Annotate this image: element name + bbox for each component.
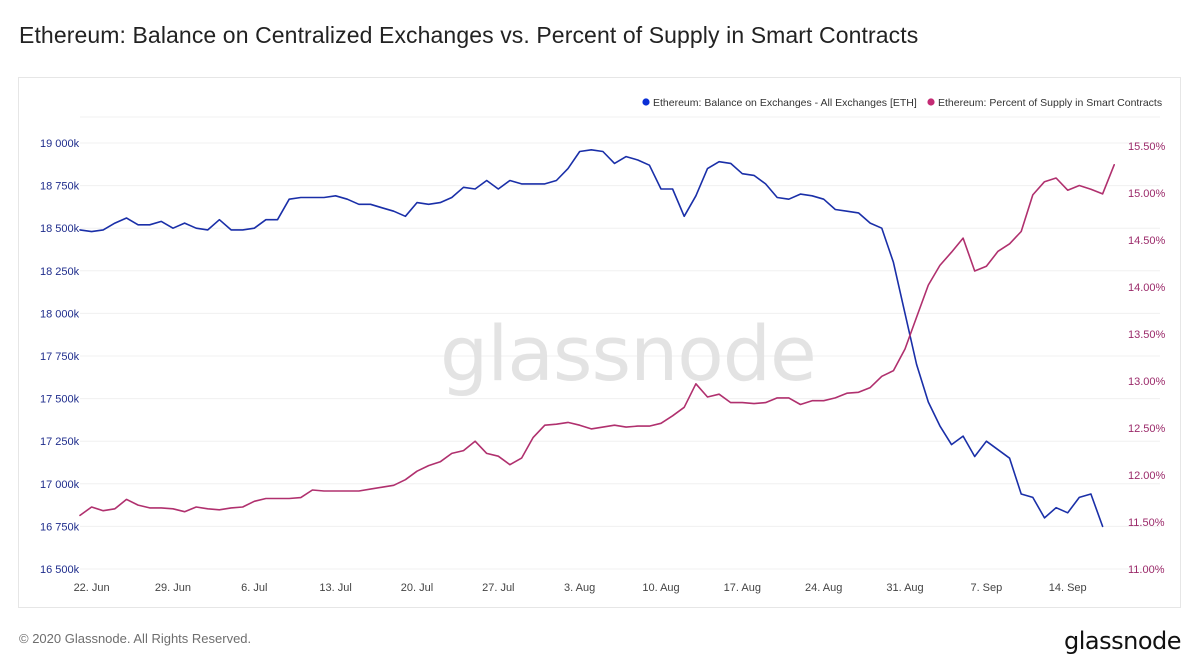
x-tick-label: 27. Jul — [482, 582, 514, 594]
brand-logo: glassnode — [1063, 627, 1182, 655]
y-left-tick-label: 16 500k — [40, 564, 80, 576]
y-left-tick-label: 17 000k — [40, 479, 80, 491]
series-lines — [79, 149, 1115, 528]
y-right-tick-label: 11.50% — [1128, 517, 1165, 529]
x-tick-label: 13. Jul — [319, 582, 351, 594]
y-axis-left: 19 000k 18 750k 18 500k 18 250k 18 000k 17 75… — [40, 138, 80, 576]
x-tick-label: 31. Aug — [886, 582, 923, 594]
y-right-tick-label: 12.50% — [1128, 423, 1166, 435]
x-tick-label: 20. Jul — [401, 582, 433, 594]
y-axis-right: 15.50% 15.00% 14.50% 14.00% 13.50% 13.00% 12.5… — [1128, 141, 1166, 576]
y-right-tick-label: 11.00% — [1128, 564, 1165, 576]
x-tick-label: 14. Sep — [1049, 582, 1087, 594]
y-left-tick-label: 18 250k — [40, 266, 80, 278]
y-right-tick-label: 15.50% — [1128, 141, 1166, 153]
y-left-tick-label: 19 000k — [40, 138, 80, 150]
y-left-tick-label: 17 750k — [40, 351, 80, 363]
x-tick-label: 6. Jul — [241, 582, 267, 594]
legend: Ethereum: Balance on Exchanges - All Exc… — [642, 97, 1162, 109]
legend-dot-smart-contracts — [927, 98, 935, 106]
x-axis: 22. Jun 29. Jun 6. Jul 13. Jul 20. Jul 27. Ju… — [74, 582, 1087, 594]
x-tick-label: 22. Jun — [74, 582, 110, 594]
y-right-tick-label: 13.50% — [1128, 329, 1166, 341]
y-left-tick-label: 16 750k — [40, 521, 80, 533]
y-right-tick-label: 12.00% — [1128, 470, 1166, 482]
chart-title: Ethereum: Balance on Centralized Exchang… — [19, 22, 919, 48]
x-tick-label: 7. Sep — [970, 582, 1002, 594]
legend-dot-eth-balance — [642, 98, 650, 106]
y-left-tick-label: 18 000k — [40, 308, 80, 320]
y-right-tick-label: 13.00% — [1128, 376, 1166, 388]
x-tick-label: 3. Aug — [564, 582, 595, 594]
y-left-tick-label: 18 750k — [40, 181, 80, 193]
x-tick-label: 17. Aug — [724, 582, 761, 594]
x-tick-label: 29. Jun — [155, 582, 191, 594]
x-tick-label: 10. Aug — [642, 582, 679, 594]
watermark: glassnode — [440, 309, 816, 398]
series-line-smart-contracts[interactable] — [79, 164, 1115, 517]
legend-label-eth-balance[interactable]: Ethereum: Balance on Exchanges - All Exc… — [653, 97, 917, 109]
copyright-footer: © 2020 Glassnode. All Rights Reserved. — [19, 631, 252, 646]
y-left-tick-label: 17 500k — [40, 394, 80, 406]
y-left-tick-label: 18 500k — [40, 223, 80, 235]
y-right-tick-label: 14.50% — [1128, 235, 1166, 247]
y-left-tick-label: 17 250k — [40, 436, 80, 448]
y-right-tick-label: 15.00% — [1128, 188, 1166, 200]
grid-lines — [80, 116, 1160, 570]
chart-frame — [18, 77, 1181, 608]
legend-label-smart-contracts[interactable]: Ethereum: Percent of Supply in Smart Con… — [938, 97, 1162, 109]
series-line-eth-balance[interactable] — [79, 149, 1104, 528]
x-tick-label: 24. Aug — [805, 582, 842, 594]
y-right-tick-label: 14.00% — [1128, 282, 1166, 294]
